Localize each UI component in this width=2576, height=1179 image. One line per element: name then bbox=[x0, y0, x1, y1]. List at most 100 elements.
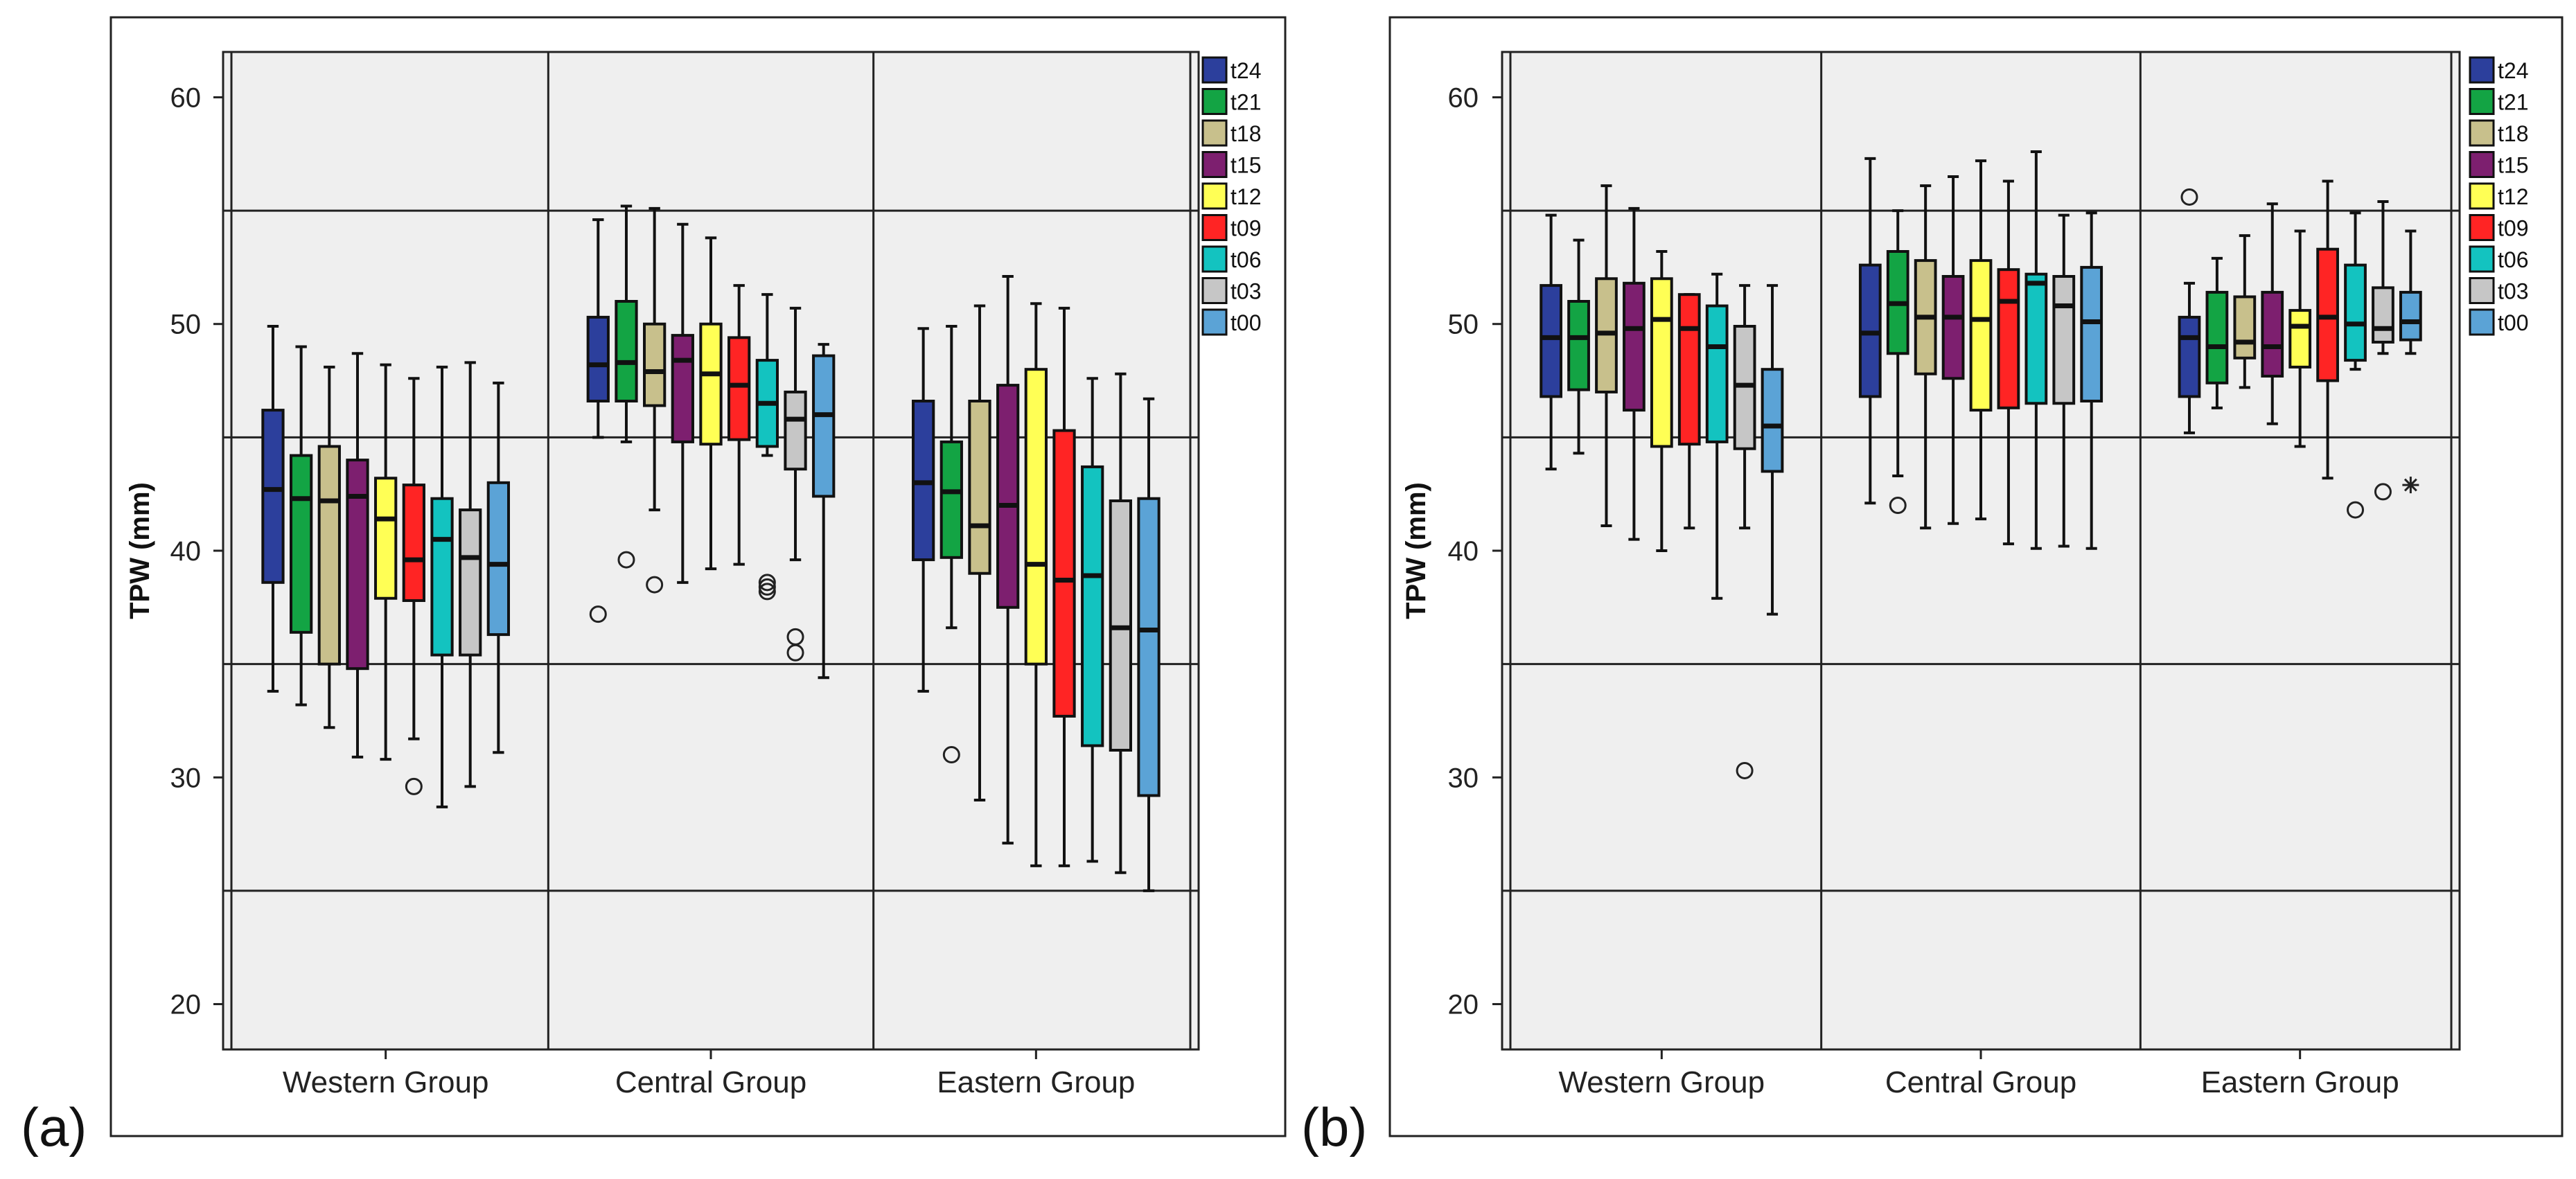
box-t24 bbox=[261, 325, 285, 693]
box-t00 bbox=[1761, 284, 1784, 616]
box-t09 bbox=[402, 377, 425, 795]
legend-label: t00 bbox=[2498, 310, 2528, 335]
x-category-label: Central Group bbox=[615, 1065, 806, 1099]
box-iqr bbox=[2344, 263, 2367, 362]
box-iqr bbox=[643, 322, 667, 407]
box-t09 bbox=[1052, 306, 1076, 867]
outlier-point bbox=[758, 583, 776, 601]
legend-label: t03 bbox=[1230, 279, 1261, 304]
legend-swatch bbox=[2469, 56, 2495, 84]
y-tick-label: 50 bbox=[1448, 310, 1479, 340]
box-t15 bbox=[671, 222, 694, 584]
box-iqr bbox=[784, 390, 807, 471]
box-iqr bbox=[727, 336, 751, 441]
x-category-label: Western Group bbox=[283, 1065, 489, 1099]
box-iqr bbox=[2233, 295, 2257, 360]
box-t15 bbox=[1623, 206, 1646, 541]
box-t15 bbox=[996, 275, 1020, 845]
box-t24 bbox=[2178, 188, 2201, 434]
box-t06 bbox=[430, 365, 454, 808]
box-t18 bbox=[968, 304, 991, 801]
legend-label: t24 bbox=[2498, 58, 2528, 83]
outlier-point bbox=[1736, 761, 1754, 779]
y-tick-label: 60 bbox=[170, 82, 202, 113]
box-iqr bbox=[2024, 272, 2048, 405]
legend-swatch bbox=[1201, 214, 1228, 241]
box-iqr bbox=[1540, 284, 1563, 398]
legend-swatch bbox=[1201, 119, 1228, 147]
box-t03 bbox=[2372, 200, 2394, 501]
box-iqr bbox=[402, 484, 425, 602]
outlier-point bbox=[2347, 501, 2365, 519]
legend-label: t24 bbox=[1230, 58, 1261, 83]
box-iqr bbox=[812, 354, 836, 498]
box-iqr bbox=[586, 315, 610, 402]
box-t00 bbox=[2399, 229, 2422, 494]
box-iqr bbox=[1650, 277, 1673, 448]
legend-label: t09 bbox=[1230, 216, 1261, 241]
box-t24 bbox=[1858, 157, 1882, 505]
box-iqr bbox=[317, 445, 341, 666]
x-category-label: Central Group bbox=[1885, 1065, 2076, 1099]
outlier-point bbox=[758, 574, 776, 592]
extreme-point bbox=[2402, 477, 2419, 494]
box-iqr bbox=[1052, 429, 1076, 718]
y-tick-label: 60 bbox=[1448, 82, 1479, 113]
box-t15 bbox=[2261, 202, 2284, 425]
legend-label: t12 bbox=[1230, 184, 1261, 209]
box-t03 bbox=[784, 306, 807, 662]
x-category-label: Eastern Group bbox=[937, 1065, 1135, 1099]
y-tick-label: 40 bbox=[170, 536, 202, 567]
legend-label: t15 bbox=[2498, 153, 2528, 178]
box-t03 bbox=[2052, 213, 2076, 548]
outlier-point bbox=[646, 576, 664, 594]
outlier-point bbox=[2374, 483, 2392, 501]
legend-label: t06 bbox=[1230, 247, 1261, 272]
box-t18 bbox=[643, 206, 667, 594]
legend-swatch bbox=[1201, 182, 1228, 210]
box-iqr bbox=[1567, 300, 1590, 391]
x-category-label: Western Group bbox=[1559, 1065, 1765, 1099]
box-iqr bbox=[1024, 368, 1048, 666]
box-t18 bbox=[1595, 184, 1618, 527]
box-iqr bbox=[1705, 304, 1729, 443]
box-iqr bbox=[2288, 309, 2312, 369]
legend-swatch bbox=[1201, 88, 1228, 115]
box-iqr bbox=[2399, 290, 2422, 342]
box-t03 bbox=[1733, 284, 1756, 779]
box-t03 bbox=[1109, 372, 1133, 874]
box-iqr bbox=[459, 508, 482, 657]
box-t12 bbox=[374, 363, 398, 761]
legend-swatch bbox=[1201, 308, 1228, 336]
box-t18 bbox=[2233, 234, 2257, 389]
legend-swatch bbox=[2469, 308, 2495, 336]
box-iqr bbox=[1081, 465, 1104, 747]
box-t00 bbox=[1137, 397, 1161, 892]
legend-label: t15 bbox=[1230, 153, 1261, 178]
box-iqr bbox=[261, 409, 285, 584]
legend-label: t18 bbox=[1230, 121, 1261, 146]
box-iqr bbox=[1761, 368, 1784, 473]
box-t21 bbox=[289, 345, 313, 707]
box-iqr bbox=[1677, 293, 1701, 446]
box-t00 bbox=[812, 343, 836, 680]
box-iqr bbox=[1997, 268, 2020, 409]
box-t06 bbox=[1705, 272, 1729, 600]
chart-panel-a: 20 30 40 50 60 TPW (mm) Western Group Central G… bbox=[109, 16, 1287, 1137]
box-t12 bbox=[1969, 159, 1993, 521]
box-iqr bbox=[699, 322, 723, 446]
y-axis-label: TPW (mm) bbox=[1401, 482, 1431, 619]
box-iqr bbox=[968, 400, 991, 575]
legend-label: t06 bbox=[2498, 247, 2528, 272]
box-iqr bbox=[2178, 315, 2201, 398]
panel-label-b: (b) bbox=[1301, 1097, 1368, 1158]
box-t06 bbox=[1081, 377, 1104, 863]
outlier-point bbox=[617, 551, 635, 569]
legend-swatch bbox=[2469, 119, 2495, 147]
box-iqr bbox=[374, 477, 398, 600]
box-t12 bbox=[1024, 302, 1048, 867]
outlier-point bbox=[786, 644, 804, 662]
y-tick-label: 30 bbox=[1448, 763, 1479, 793]
box-t21 bbox=[2205, 256, 2229, 409]
